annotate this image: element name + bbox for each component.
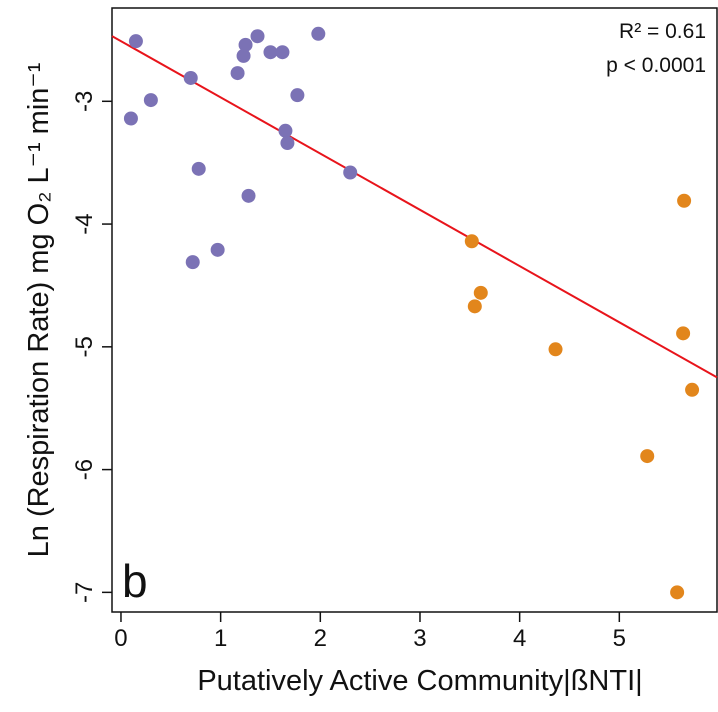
- y-axis-label: Ln (Respiration Rate) mg O₂ L⁻¹ min⁻¹: [23, 62, 55, 557]
- point: [250, 29, 265, 44]
- point: [183, 70, 198, 85]
- point: [230, 66, 245, 81]
- point: [640, 449, 655, 464]
- point: [467, 299, 482, 314]
- point: [123, 111, 138, 126]
- point: [241, 188, 256, 203]
- y-tick-label: -4: [71, 213, 98, 234]
- x-tick-label: 5: [613, 625, 626, 652]
- point: [670, 585, 685, 600]
- point: [263, 45, 278, 60]
- point: [236, 48, 251, 63]
- x-tick-label: 3: [413, 625, 426, 652]
- point: [278, 123, 293, 138]
- point: [548, 342, 563, 357]
- regression-line: [111, 35, 718, 379]
- point: [685, 382, 700, 397]
- point: [238, 37, 253, 52]
- point: [128, 34, 143, 49]
- x-tick-label: 2: [314, 625, 327, 652]
- x-tick-label: 1: [214, 625, 227, 652]
- r2-annotation: R² = 0.61: [619, 20, 706, 43]
- y-tick-label: -5: [71, 336, 98, 357]
- point: [275, 45, 290, 60]
- x-tick-label: 0: [114, 625, 127, 652]
- point: [280, 136, 295, 151]
- x-tick-label: 4: [513, 625, 526, 652]
- panel-label: b: [122, 555, 148, 607]
- point: [185, 255, 200, 270]
- y-tick-label: -6: [71, 459, 98, 480]
- y-tick-label: -7: [71, 582, 98, 603]
- point: [210, 242, 225, 257]
- point: [676, 326, 691, 341]
- point: [290, 88, 305, 103]
- point: [311, 26, 326, 41]
- point: [464, 234, 479, 249]
- p-annotation: p < 0.0001: [606, 54, 706, 77]
- point: [191, 161, 206, 176]
- point: [143, 93, 158, 108]
- point: [473, 285, 488, 300]
- point: [343, 165, 358, 180]
- y-tick-label: -3: [71, 91, 98, 112]
- point: [677, 193, 692, 208]
- plot-frame: [111, 7, 718, 613]
- x-axis-label: Putatively Active Community|ßNTI|: [197, 665, 642, 697]
